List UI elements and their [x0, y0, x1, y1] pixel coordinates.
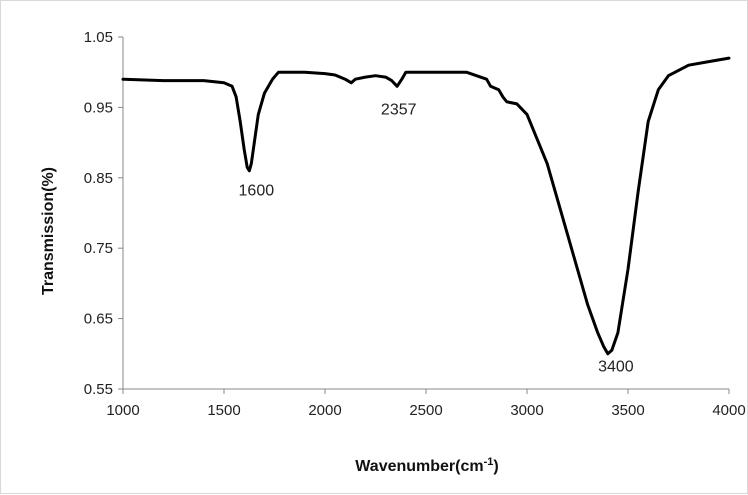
annotations: 1600 2357 3400 — [239, 101, 634, 375]
x-tick-label: 4000 — [712, 402, 745, 419]
y-tick-label: 1.05 — [84, 29, 113, 46]
x-axis-title-close: ) — [493, 458, 498, 475]
x-tick-label: 1500 — [207, 402, 240, 419]
peak-label-1600: 1600 — [239, 182, 275, 199]
peak-label-3400: 3400 — [598, 358, 634, 375]
peak-label-2357: 2357 — [381, 101, 417, 118]
x-tick-label: 2000 — [308, 402, 341, 419]
y-tick-label: 0.65 — [84, 311, 113, 328]
y-axis-title: Transmission(%) — [40, 167, 57, 295]
y-tick-label: 0.85 — [84, 170, 113, 187]
y-tick-label: 0.95 — [84, 99, 113, 116]
x-tick-label: 3500 — [611, 402, 644, 419]
series-line — [121, 56, 731, 356]
x-axis-title: Wavenumber(cm-1) — [355, 456, 498, 475]
x-tick-label: 2500 — [409, 402, 442, 419]
tick-labels: 1.05 0.95 0.85 0.75 0.65 0.55 1000 1500 2000 2500… — [84, 29, 746, 419]
axes — [122, 37, 729, 390]
x-axis-title-main: Wavenumber(cm — [355, 458, 483, 475]
y-tick-label: 0.55 — [84, 381, 113, 398]
x-tick-label: 1000 — [106, 402, 139, 419]
series-layer — [121, 56, 731, 356]
y-tick-label: 0.75 — [84, 240, 113, 257]
x-axis-title-superscript: -1 — [484, 456, 494, 468]
x-tick-label: 3000 — [510, 402, 543, 419]
